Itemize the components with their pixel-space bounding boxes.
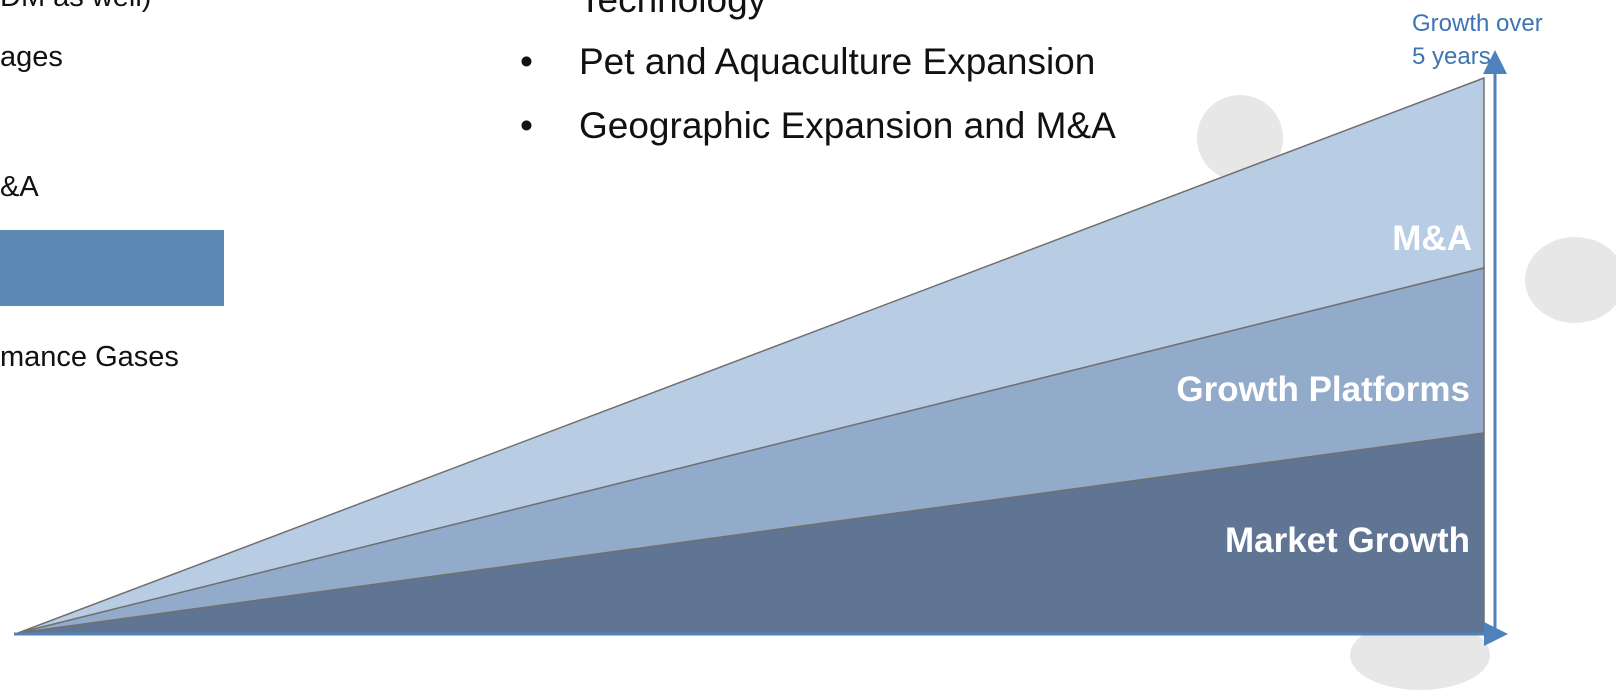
bullet-label: Technology	[579, 0, 766, 22]
bullet-label: Geographic Expansion and M&A	[579, 105, 1116, 146]
growth-axis-label-line-2: 5 years	[1412, 43, 1491, 70]
bullet-dot-icon: •	[520, 105, 533, 146]
highlight-bar	[0, 230, 224, 306]
bullet-item-pet-aquaculture: • Pet and Aquaculture Expansion	[520, 40, 1220, 84]
bullet-dot-icon: •	[520, 41, 533, 82]
bullet-label: Pet and Aquaculture Expansion	[579, 41, 1096, 82]
band-label-ma: M&A	[1392, 219, 1472, 258]
left-text-line-1: DM as well)	[0, 0, 151, 14]
growth-wedge-diagram: M&A Growth Platforms Market Growth	[14, 50, 1508, 646]
bullet-item-geographic-ma: • Geographic Expansion and M&A	[520, 104, 1220, 148]
band-label-market-growth: Market Growth	[1225, 521, 1470, 560]
left-text-line-4: mance Gases	[0, 341, 179, 373]
left-text-line-2: ages	[0, 41, 63, 73]
left-text-line-3: &A	[0, 171, 39, 203]
decorative-circle	[1525, 237, 1616, 323]
band-label-growth-platforms: Growth Platforms	[1176, 370, 1470, 409]
bullet-item-technology: Technology	[520, 0, 1220, 22]
growth-axis-label-line-1: Growth over	[1412, 10, 1543, 37]
